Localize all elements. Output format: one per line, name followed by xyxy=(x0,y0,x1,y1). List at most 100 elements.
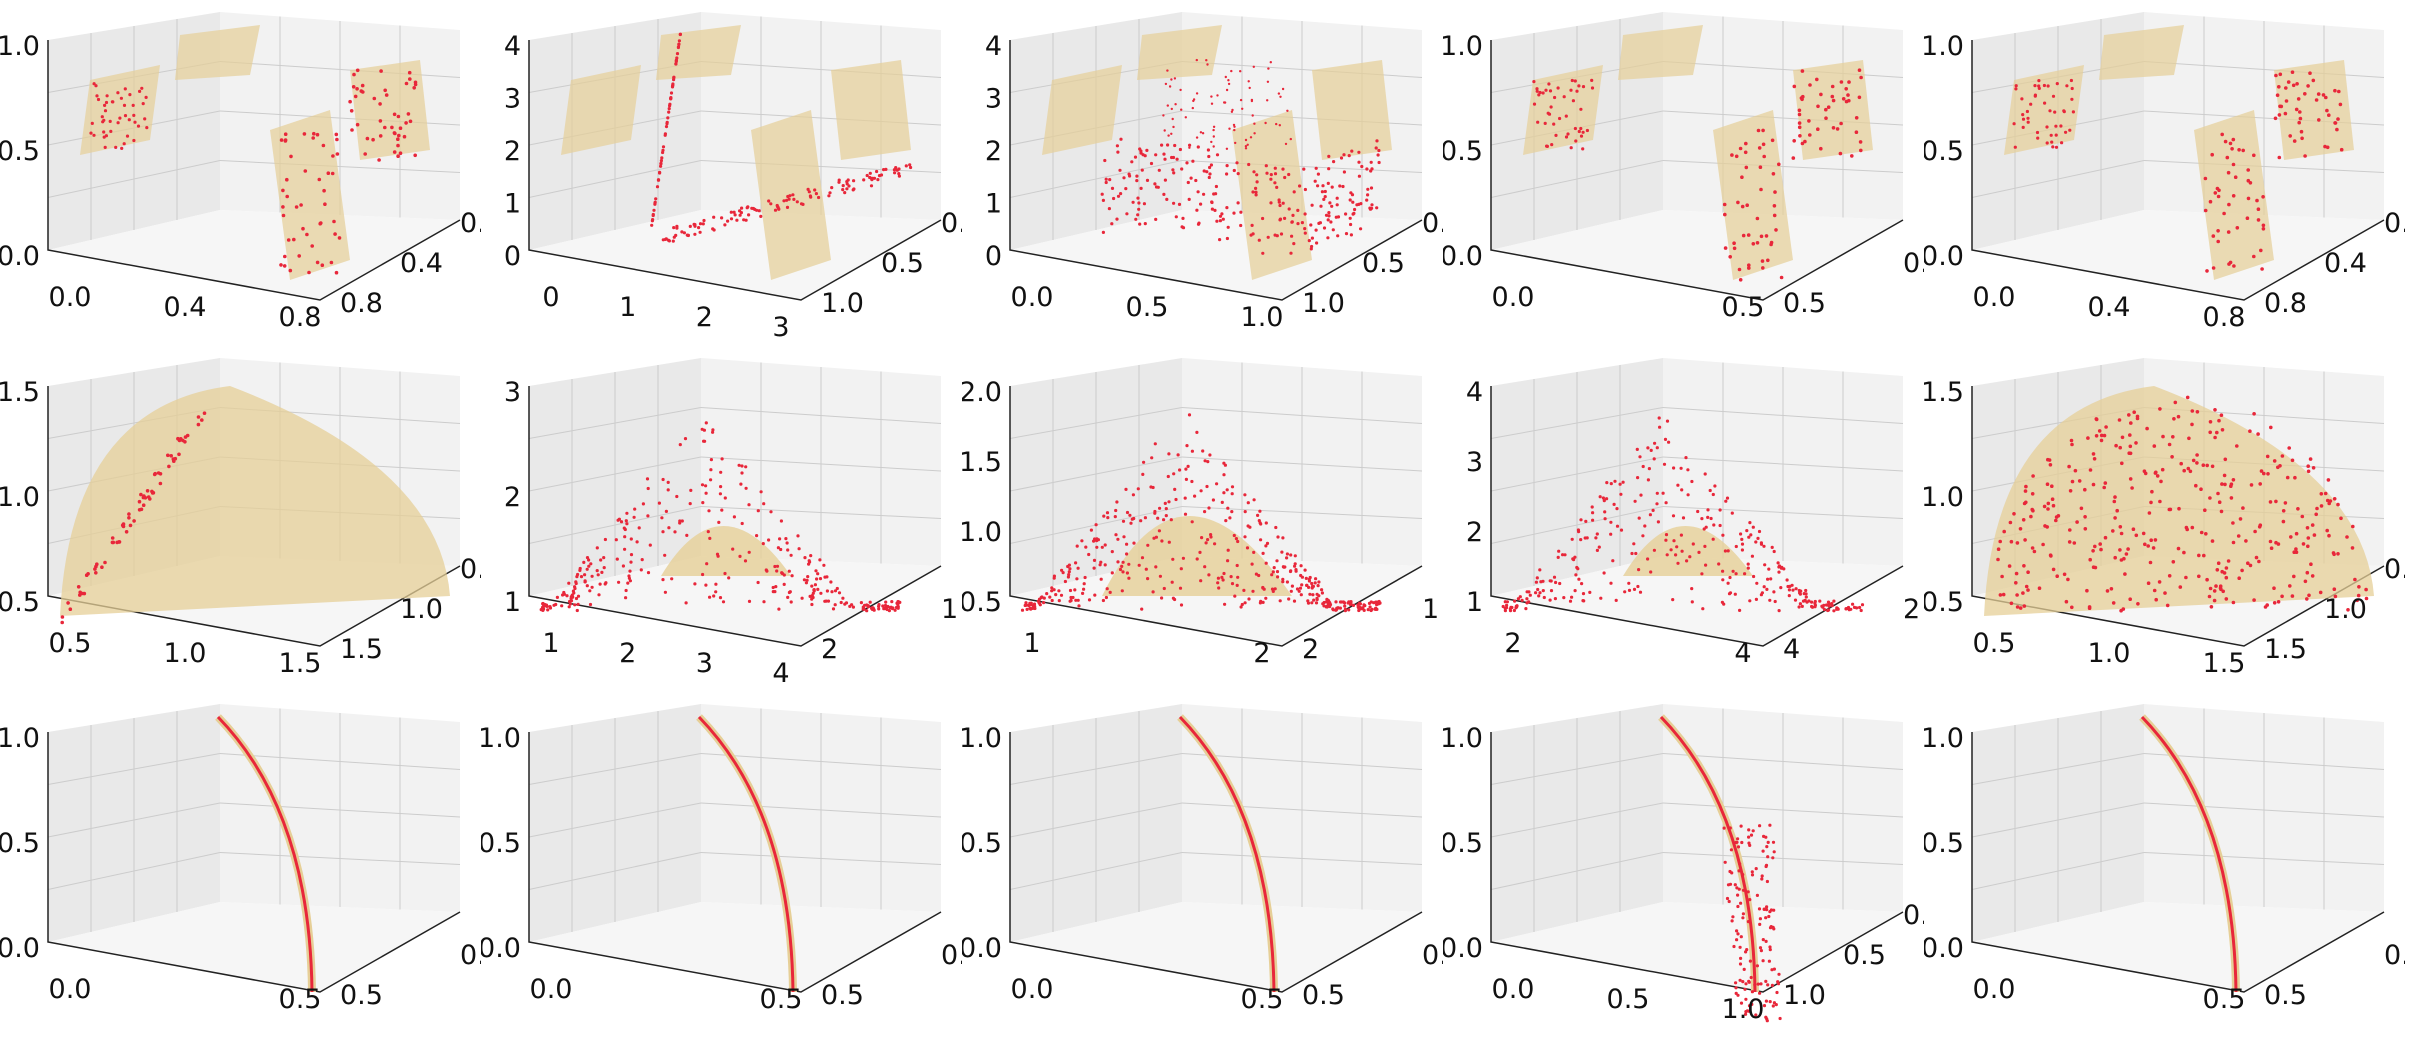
data-point xyxy=(2160,467,2165,472)
data-point xyxy=(1605,481,1609,485)
data-point xyxy=(1609,520,1613,524)
data-point xyxy=(1307,577,1311,581)
data-point xyxy=(1746,890,1750,894)
data-point xyxy=(140,86,144,90)
data-point xyxy=(392,150,397,154)
data-point xyxy=(1577,84,1581,88)
data-point xyxy=(576,602,580,606)
data-point xyxy=(1273,166,1277,170)
data-point xyxy=(810,602,814,607)
data-point xyxy=(579,575,584,579)
data-point xyxy=(753,207,757,211)
data-point xyxy=(701,222,705,226)
data-point xyxy=(1859,75,1863,80)
data-point xyxy=(1236,201,1240,205)
data-point xyxy=(1166,474,1170,479)
data-point xyxy=(2187,436,2191,441)
data-point xyxy=(1186,180,1190,185)
data-point xyxy=(693,223,697,227)
data-point xyxy=(1730,153,1734,157)
data-point xyxy=(1060,568,1064,572)
data-point xyxy=(1315,241,1319,245)
data-point xyxy=(1042,601,1046,605)
data-point xyxy=(1083,575,1087,580)
data-point xyxy=(1663,437,1668,441)
data-point xyxy=(1283,175,1287,180)
data-point xyxy=(1741,916,1745,920)
surface-dome xyxy=(1623,526,1753,576)
data-point xyxy=(1212,128,1215,132)
data-point xyxy=(1830,603,1834,608)
data-point xyxy=(305,232,309,237)
data-point xyxy=(890,600,894,604)
data-point xyxy=(1223,602,1227,606)
data-point xyxy=(1278,203,1282,208)
data-point xyxy=(1528,593,1532,597)
data-point xyxy=(2066,577,2070,582)
data-point xyxy=(1025,607,1029,611)
data-point xyxy=(2195,410,2200,414)
data-point xyxy=(2055,574,2059,578)
tick-label: 1.0 xyxy=(962,723,1002,754)
data-point xyxy=(1813,605,1817,609)
data-point xyxy=(716,554,720,558)
data-point xyxy=(407,70,412,75)
data-point xyxy=(850,603,854,607)
data-point xyxy=(1819,92,1823,97)
data-point xyxy=(2209,605,2214,609)
data-point xyxy=(396,143,400,148)
surface-patch xyxy=(270,110,350,280)
data-point xyxy=(1278,218,1282,222)
data-point xyxy=(2333,88,2337,93)
surface-patch xyxy=(1137,25,1222,80)
data-point xyxy=(1334,600,1338,604)
data-point xyxy=(2231,162,2236,167)
data-point xyxy=(1221,217,1225,221)
data-point xyxy=(1120,589,1124,593)
data-point xyxy=(2294,531,2299,536)
data-point xyxy=(1636,476,1640,480)
data-point xyxy=(1165,197,1169,201)
surface-patch xyxy=(80,65,160,155)
tick-label: 0.5 xyxy=(962,828,1002,859)
data-point xyxy=(2055,82,2059,86)
data-point xyxy=(1538,591,1542,595)
tick-label: 2 xyxy=(504,136,521,167)
data-point xyxy=(1114,533,1118,537)
data-point xyxy=(2364,596,2369,601)
data-point xyxy=(1547,82,1551,86)
data-point xyxy=(1084,545,1088,549)
data-point xyxy=(660,516,664,520)
data-point xyxy=(583,580,587,584)
data-point xyxy=(1739,935,1743,939)
data-point xyxy=(1218,238,1222,242)
data-point xyxy=(775,564,780,568)
data-point xyxy=(2127,413,2131,417)
data-point xyxy=(1743,572,1747,576)
data-point xyxy=(2306,84,2310,88)
data-point xyxy=(2049,554,2053,558)
data-point xyxy=(1759,982,1763,986)
data-point xyxy=(1370,607,1374,611)
data-point xyxy=(667,107,671,111)
data-point xyxy=(2219,587,2223,592)
chart-svg-12: 0.00.51.00.00.50.50.0 xyxy=(481,704,962,1015)
data-point xyxy=(720,216,724,220)
data-point xyxy=(1181,216,1185,220)
data-point xyxy=(1638,455,1642,459)
data-point xyxy=(1736,837,1740,841)
data-point xyxy=(1674,553,1678,557)
data-point xyxy=(1503,609,1507,613)
data-point xyxy=(1264,561,1268,565)
data-point xyxy=(1176,453,1180,457)
tick-label: 0.0 xyxy=(2384,940,2405,971)
data-point xyxy=(1554,580,1558,585)
data-point xyxy=(2121,607,2126,611)
data-point xyxy=(1299,564,1303,568)
data-point xyxy=(384,93,389,97)
data-point xyxy=(1768,598,1772,602)
data-point xyxy=(2191,458,2196,463)
data-point xyxy=(1730,919,1734,923)
data-point xyxy=(1057,599,1061,603)
data-point xyxy=(2050,484,2054,488)
